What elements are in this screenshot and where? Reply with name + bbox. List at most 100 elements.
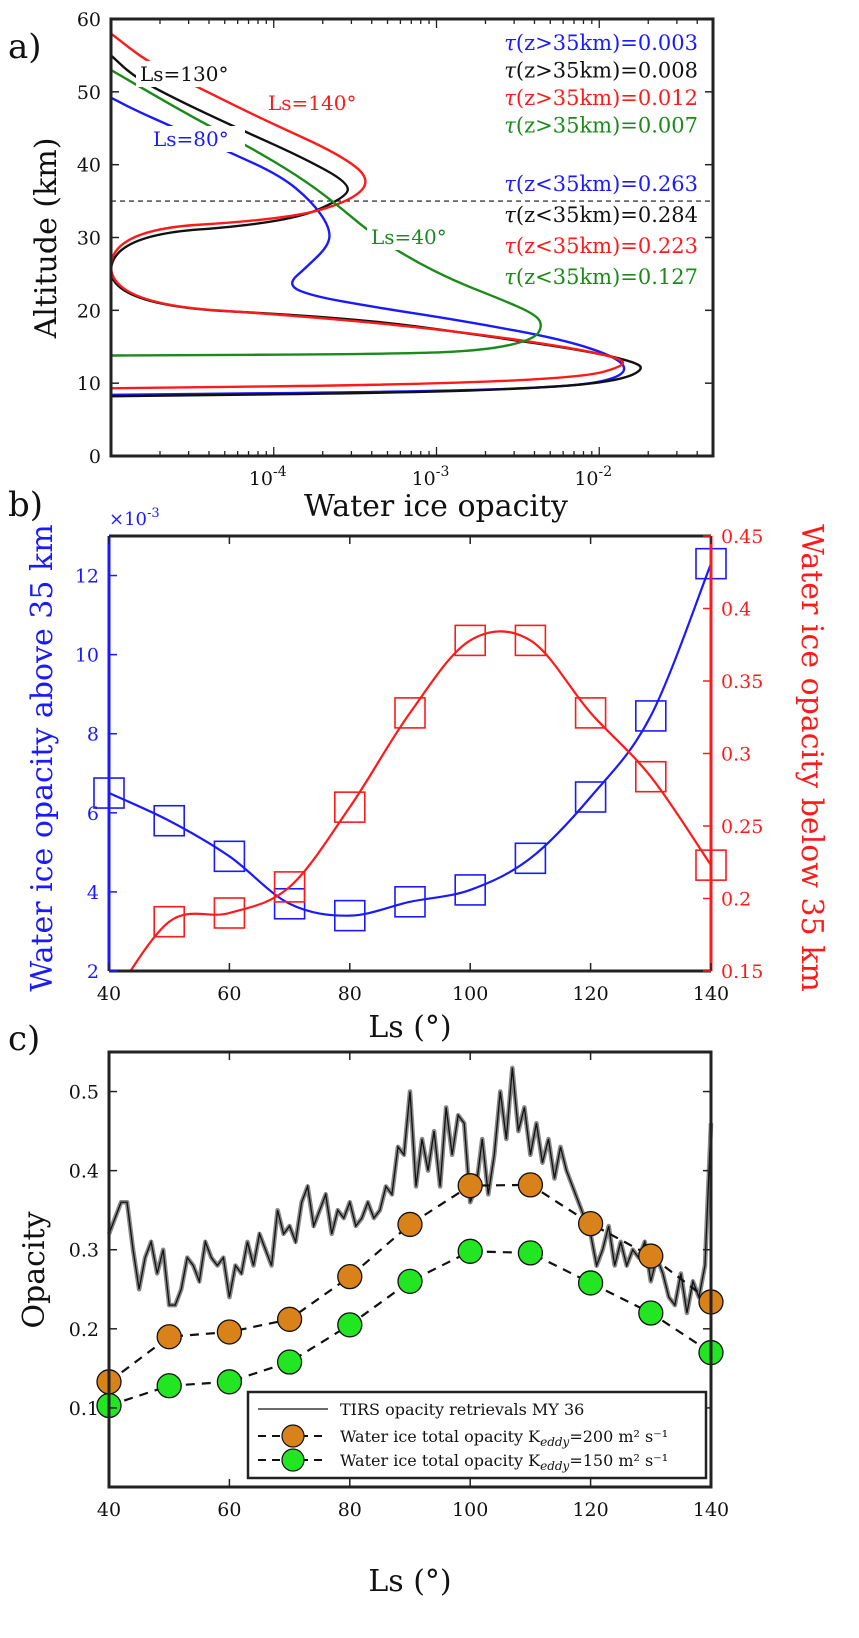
axes-c (107, 1050, 713, 1489)
y-tick-label-right: 0.15 (721, 961, 763, 983)
data-marker-circle (638, 1243, 664, 1269)
data-marker-circle (638, 1300, 664, 1326)
x-tick-label: 10-2 (574, 464, 612, 490)
curve-label-bg (136, 61, 232, 87)
curve-label: Ls=140° (268, 91, 356, 115)
x-axis-label-a: Water ice opacity (304, 489, 568, 524)
data-marker-circle (577, 1210, 604, 1237)
x-tick-label: 10-4 (249, 464, 287, 490)
legend-marker (281, 1424, 305, 1448)
panel-label-c: c) (8, 1019, 40, 1059)
tau-annotation: τ(z>35km)=0.003 (504, 31, 698, 55)
y-axis-label-a: Altitude (km) (29, 138, 64, 340)
data-marker-square (273, 887, 306, 920)
x-tick-label: 140 (693, 1499, 729, 1521)
y-tick-label: 0.3 (69, 1240, 99, 1262)
data-marker-circle (397, 1211, 423, 1238)
data-marker-circle (457, 1173, 483, 1199)
tick-base: 10 (249, 468, 273, 490)
data-marker-circle (216, 1369, 243, 1395)
y-tick-label: 30 (77, 228, 101, 250)
y-tick-label: 40 (77, 155, 101, 177)
y-tick-label: 50 (77, 82, 101, 104)
y-axis-label-right-b: Water ice opacity below 35 km (794, 524, 829, 992)
x-tick-label: 140 (693, 983, 729, 1005)
curve-label: Ls=40° (371, 225, 447, 249)
x-tick-label: 100 (452, 983, 488, 1005)
legend-text: =150 m² s⁻¹ (569, 1451, 668, 1470)
y-tick-label-left: 2 (87, 961, 99, 983)
y-tick-label: 0.1 (69, 1398, 99, 1420)
model-line (108, 1183, 712, 1383)
data-marker-square (514, 842, 547, 875)
legend-text: Water ice total opacity K (340, 1427, 541, 1446)
y-tick-label-left: 10 (75, 645, 99, 667)
data-marker-square (634, 760, 667, 793)
legend-marker (281, 1448, 305, 1472)
tau-value: (z<35km)=0.223 (516, 234, 698, 258)
tau-symbol: τ (504, 203, 516, 227)
tick-base: 10 (412, 468, 436, 490)
legend-text: Water ice total opacity K (340, 1451, 541, 1470)
y-axis-label-left-b: Water ice opacity above 35 km (25, 524, 60, 991)
multiplier-exponent: -3 (147, 506, 160, 521)
data-marker-circle (216, 1319, 243, 1345)
x-tick-label: 60 (217, 1499, 241, 1521)
tau-symbol: τ (504, 31, 516, 55)
data-marker-circle (577, 1270, 604, 1296)
tau-symbol: τ (504, 172, 516, 196)
profile-curve (109, 32, 625, 390)
data-marker-square (574, 781, 607, 813)
tau-symbol: τ (504, 234, 516, 258)
data-marker-circle (517, 1172, 544, 1198)
x-tick-label: 80 (338, 1499, 362, 1521)
x-tick-label: 40 (97, 1499, 121, 1521)
y-tick-label: 10 (77, 373, 101, 395)
data-marker-square (454, 874, 487, 906)
data-marker-square (634, 700, 667, 732)
tau-annotation: τ(z>35km)=0.012 (504, 86, 698, 110)
tau-symbol: τ (504, 114, 516, 138)
x-axis-label-b: Ls (°) (368, 1010, 451, 1045)
y-tick-label: 20 (77, 300, 101, 322)
panel-label-a: a) (8, 27, 42, 67)
legend-subscript: eddy (540, 1459, 569, 1473)
y-tick-label-left: 4 (87, 882, 99, 904)
x-tick-label: 40 (97, 983, 121, 1005)
multiplier-base: ×10 (109, 509, 147, 530)
data-marker-square (213, 840, 246, 873)
y-tick-label-left: 6 (87, 803, 99, 825)
y-tick-label-right: 0.25 (721, 816, 763, 838)
tau-annotation: τ(z<35km)=0.284 (504, 203, 698, 227)
y-tick-label-right: 0.45 (721, 526, 763, 548)
legend-label: Water ice total opacity Keddy=150 m² s⁻¹ (340, 1451, 668, 1473)
data-marker-circle (457, 1238, 483, 1264)
tau-annotation: τ(z<35km)=0.127 (504, 265, 698, 289)
data-marker-square (574, 697, 607, 729)
y-tick-label-right: 0.2 (721, 889, 751, 911)
tau-symbol: τ (504, 265, 516, 289)
y-tick-label-left: 12 (75, 566, 99, 588)
tau-annotation: τ(z>35km)=0.007 (504, 114, 698, 138)
x-tick-label: 120 (572, 983, 608, 1005)
legend-text: =200 m² s⁻¹ (569, 1427, 668, 1446)
y-tick-label-right: 0.3 (721, 744, 751, 766)
y-tick-label: 60 (77, 9, 101, 31)
curve-label-bg (367, 224, 463, 250)
axis-multiplier: ×10-3 (109, 506, 160, 530)
data-marker-circle (276, 1349, 303, 1375)
data-marker-circle (337, 1312, 363, 1338)
legend-subscript: eddy (540, 1435, 569, 1449)
tau-value: (z>35km)=0.007 (516, 114, 698, 138)
tau-annotation: τ(z<35km)=0.223 (504, 234, 698, 258)
data-marker-circle (156, 1373, 182, 1399)
series-line (129, 630, 711, 971)
tick-exponent: -4 (273, 464, 287, 480)
y-axis-label-c: Opacity (17, 1211, 52, 1328)
x-tick-label: 120 (572, 1499, 608, 1521)
curve-label: Ls=130° (140, 62, 228, 86)
y-tick-label: 0.2 (69, 1319, 99, 1341)
data-marker-square (333, 899, 366, 932)
x-tick-label: 80 (338, 983, 362, 1005)
